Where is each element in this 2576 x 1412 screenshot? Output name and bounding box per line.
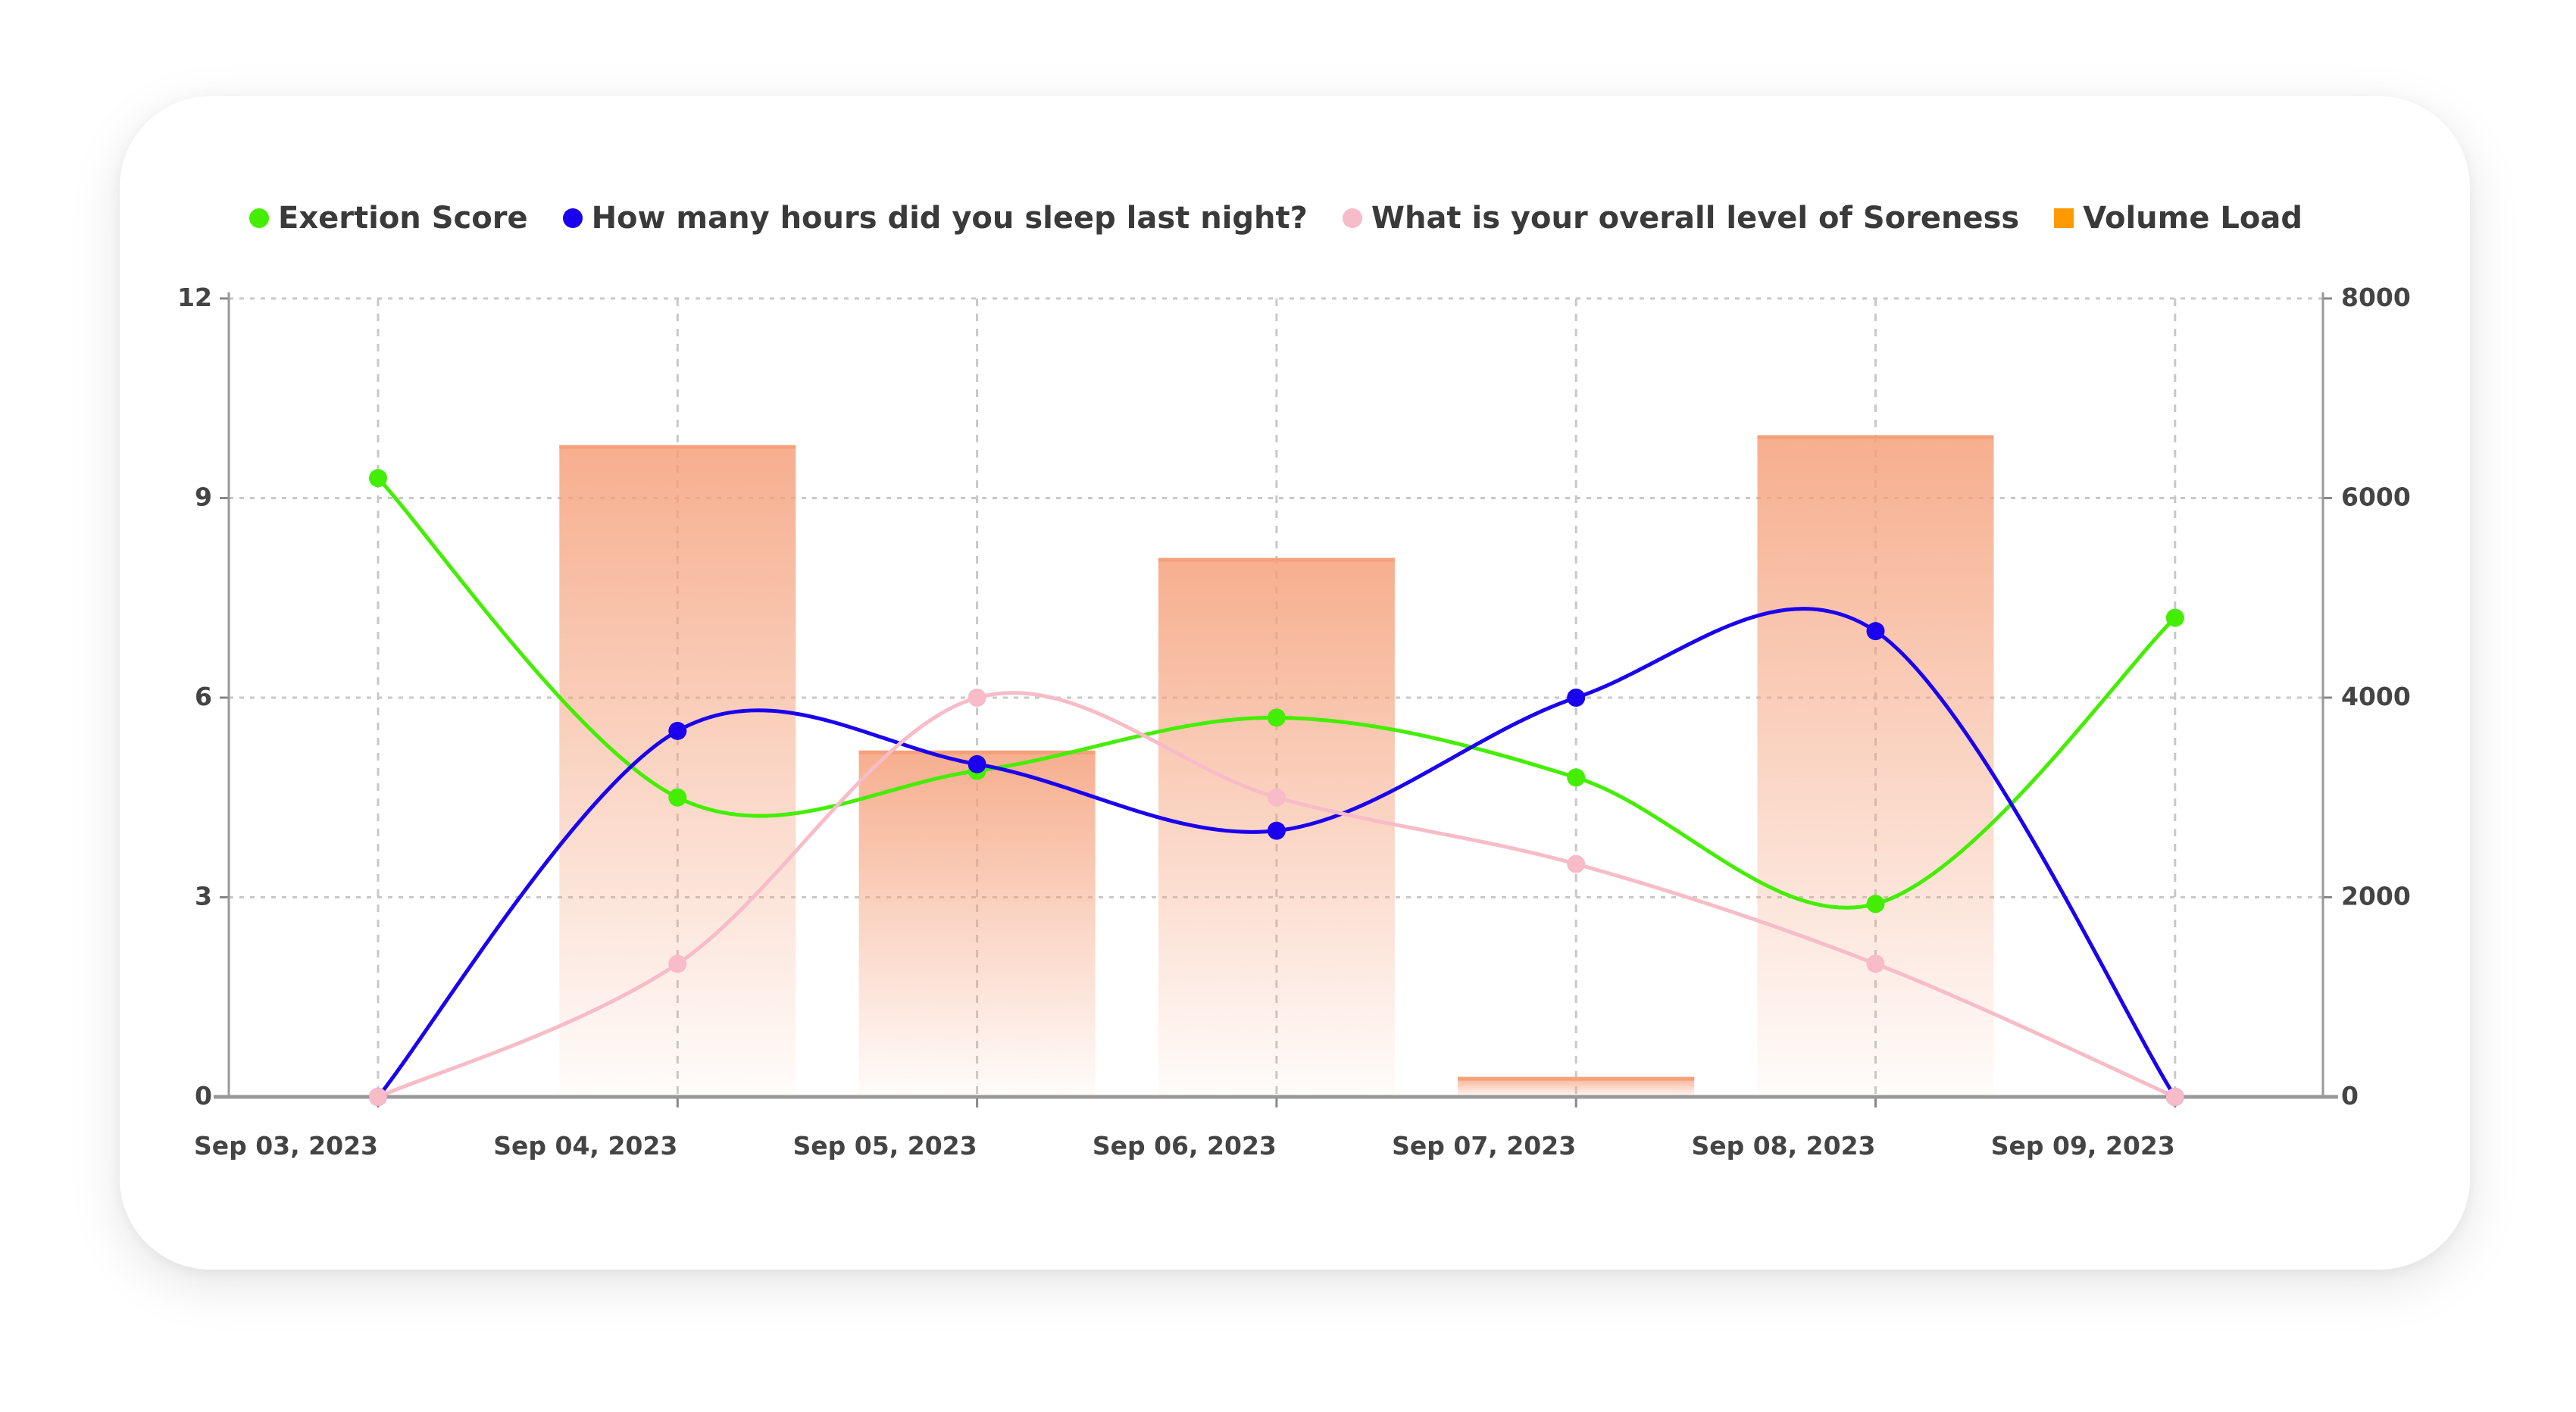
data-point (1866, 954, 1885, 973)
legend-item-soreness[interactable]: What is your overall level of Soreness (1342, 201, 2020, 236)
data-point (668, 788, 687, 807)
y-left-tick-label: 9 (195, 483, 212, 512)
data-point (1267, 788, 1286, 807)
y-right-tick-label: 2000 (2341, 882, 2411, 911)
legend-item-sleep[interactable]: How many hours did you sleep last night? (562, 201, 1308, 236)
bar-top-edge (1158, 558, 1395, 562)
x-tick-label: Sep 04, 2023 (493, 1131, 677, 1161)
data-point (968, 689, 986, 707)
data-point (1267, 708, 1286, 727)
x-tick-label: Sep 07, 2023 (1392, 1131, 1576, 1161)
y-left-tick-label: 12 (177, 283, 212, 312)
legend-item-volume[interactable]: Volume Load (2054, 201, 2302, 236)
data-point (668, 721, 687, 740)
data-point (369, 1088, 387, 1106)
legend-marker (562, 208, 583, 228)
x-tick-label: Sep 09, 2023 (1991, 1131, 2175, 1161)
bar-volume-load (858, 750, 1096, 1097)
bar-top-edge (559, 445, 796, 449)
data-point (1567, 689, 1586, 707)
y-left-tick-label: 3 (195, 882, 212, 911)
bar-top-edge (1458, 1076, 1695, 1081)
legend-label: Exertion Score (278, 201, 528, 236)
legend: Exertion Score How many hours did you sl… (229, 195, 2323, 241)
x-tick-label: Sep 08, 2023 (1691, 1131, 1875, 1161)
data-point (1866, 622, 1885, 641)
legend-marker (2054, 208, 2074, 228)
legend-item-exertion[interactable]: Exertion Score (249, 201, 528, 236)
bar-top-edge (858, 750, 1096, 754)
data-point (1267, 821, 1286, 840)
legend-marker (249, 208, 270, 228)
y-right-tick-label: 0 (2341, 1081, 2359, 1111)
legend-label: What is your overall level of Soreness (1371, 201, 2020, 236)
data-point (668, 954, 687, 973)
data-point (369, 469, 387, 488)
data-point (1866, 895, 1885, 914)
x-tick-label: Sep 05, 2023 (793, 1131, 977, 1161)
data-point (1567, 854, 1586, 873)
y-right-tick-label: 4000 (2341, 682, 2411, 711)
x-tick-label: Sep 06, 2023 (1093, 1131, 1277, 1161)
y-right-tick-label: 8000 (2341, 283, 2411, 312)
data-point (968, 754, 986, 773)
bar-volume-load (1757, 435, 1994, 1097)
data-point (2165, 608, 2184, 627)
data-point (1567, 768, 1586, 787)
legend-marker (1342, 208, 1362, 228)
x-tick-label: Sep 03, 2023 (194, 1131, 378, 1161)
data-point (2165, 1088, 2184, 1106)
bar-volume-load (559, 445, 796, 1097)
y-left-tick-label: 0 (195, 1081, 212, 1111)
bar-top-edge (1757, 435, 1994, 439)
y-left-tick-label: 6 (195, 682, 212, 711)
legend-label: How many hours did you sleep last night? (591, 201, 1308, 236)
legend-label: Volume Load (2083, 201, 2302, 236)
y-right-tick-label: 6000 (2341, 483, 2411, 512)
